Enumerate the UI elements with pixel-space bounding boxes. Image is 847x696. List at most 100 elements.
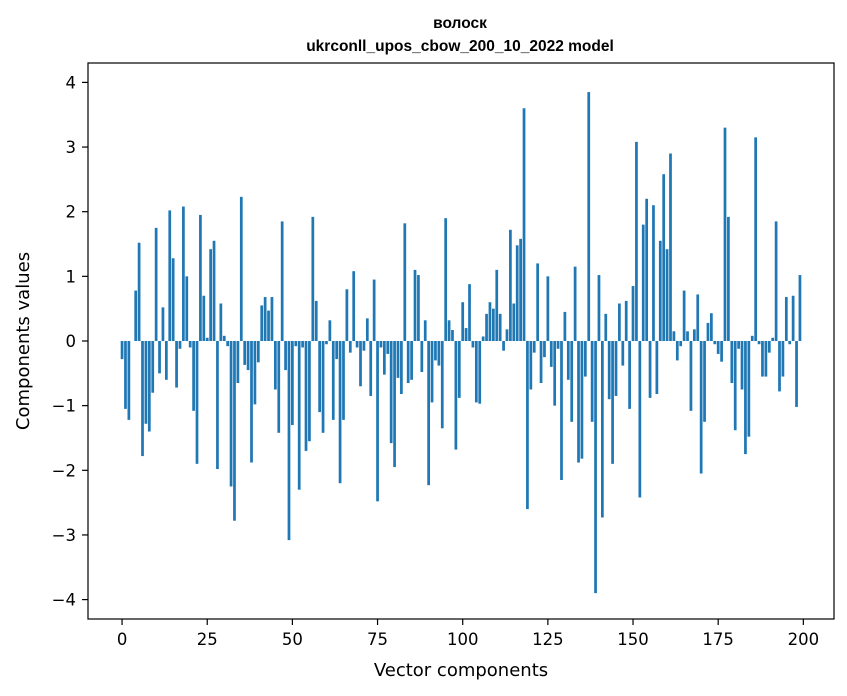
bar — [781, 341, 785, 377]
bar — [468, 284, 471, 341]
bar — [679, 341, 683, 347]
bar — [471, 341, 475, 348]
bar — [447, 320, 451, 341]
bar — [382, 341, 386, 375]
bar — [270, 297, 274, 341]
bar — [509, 229, 512, 341]
bar — [379, 341, 383, 348]
bar — [331, 341, 335, 420]
bar — [638, 341, 642, 498]
bar — [587, 92, 591, 341]
y-tick-label: 1 — [66, 267, 77, 286]
bar — [403, 223, 407, 341]
bar — [325, 341, 328, 345]
bar — [703, 341, 706, 422]
bar — [420, 341, 424, 373]
bar — [750, 335, 754, 341]
bar — [141, 341, 144, 457]
bar — [590, 341, 594, 422]
bar — [474, 341, 478, 403]
bar — [522, 108, 526, 341]
bar — [229, 341, 233, 487]
y-tick-label: 0 — [66, 332, 77, 351]
bar — [253, 341, 257, 405]
bar — [618, 303, 621, 341]
bar — [539, 341, 543, 384]
bar — [798, 275, 802, 341]
bar — [434, 341, 437, 361]
bar — [199, 214, 202, 341]
bar — [273, 341, 277, 390]
bar — [188, 341, 192, 348]
bar — [570, 341, 574, 422]
bar — [641, 224, 645, 341]
bar — [239, 196, 243, 341]
bar — [553, 341, 557, 406]
bar — [699, 341, 703, 474]
bar — [577, 341, 580, 463]
y-tick-label: 2 — [66, 203, 77, 222]
bar — [134, 290, 138, 341]
bar — [543, 341, 546, 358]
bar — [396, 341, 400, 378]
x-tick-label: 0 — [117, 630, 128, 649]
y-tick-label: −3 — [52, 526, 76, 545]
bar — [686, 331, 689, 341]
bar — [607, 341, 611, 400]
bar — [461, 302, 465, 341]
bar — [737, 341, 740, 349]
bar — [406, 341, 410, 384]
bar — [250, 341, 253, 463]
y-tick-label: 4 — [66, 73, 77, 92]
bar — [195, 341, 199, 464]
bar — [430, 341, 434, 403]
bar — [778, 341, 781, 392]
bar — [631, 286, 635, 341]
bar — [652, 205, 655, 341]
bar — [365, 318, 369, 341]
bar — [376, 341, 379, 502]
bar — [342, 341, 345, 420]
bar — [362, 341, 366, 351]
bar — [171, 258, 175, 341]
bar — [355, 341, 359, 348]
bar — [492, 308, 495, 341]
bar — [417, 275, 420, 341]
bar — [546, 276, 550, 341]
x-axis-label: Vector components — [374, 660, 548, 681]
bar — [284, 341, 287, 371]
bar — [144, 341, 148, 424]
bar — [192, 341, 195, 411]
bar — [672, 331, 676, 341]
x-tick-label: 100 — [447, 630, 479, 649]
bars-group — [120, 92, 802, 594]
bar — [764, 341, 768, 377]
bar — [740, 341, 744, 390]
bar — [338, 341, 342, 484]
bar — [280, 221, 284, 341]
bar — [161, 307, 165, 341]
bar — [297, 341, 301, 490]
bar — [124, 341, 127, 409]
bar — [784, 297, 788, 341]
bar — [454, 341, 458, 450]
bar — [635, 141, 638, 341]
bar — [345, 289, 349, 341]
bar — [311, 216, 315, 341]
bar — [226, 341, 230, 347]
bar — [304, 341, 308, 451]
bar — [682, 290, 686, 341]
bar — [444, 218, 448, 341]
bar — [696, 294, 700, 341]
bar — [662, 174, 666, 341]
bar — [723, 127, 727, 342]
bar — [505, 329, 509, 341]
bar — [413, 269, 417, 341]
bar — [318, 341, 321, 413]
bar — [624, 300, 628, 341]
bar — [611, 341, 614, 464]
bar — [359, 341, 362, 387]
bar — [137, 242, 141, 341]
